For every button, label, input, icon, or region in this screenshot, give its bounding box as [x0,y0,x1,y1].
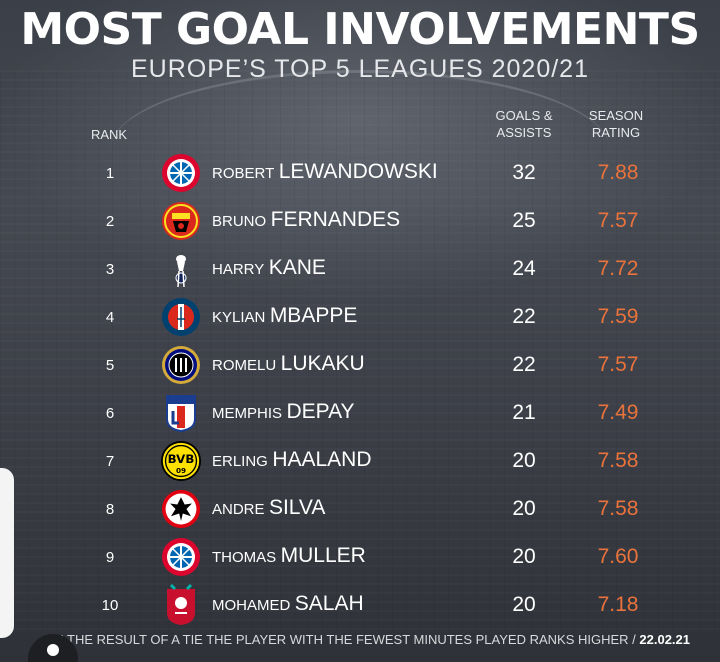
rank-number: 1 [105,165,115,182]
table-row: 6 MEMPHIS DEPAY 21 7.49 [0,390,720,438]
tottenham-crest-icon [161,249,201,289]
player-last-name: DEPAY [286,400,355,423]
season-rating-value: 7.60 [597,545,639,568]
player-last-name: LEWANDOWSKI [278,160,438,183]
season-rating-value: 7.58 [597,497,639,520]
player-first-name: ANDRE [212,501,265,518]
rank-number: 6 [105,405,115,422]
side-panel-tab[interactable] [0,468,14,638]
table-row: 10 MOHAMED SALAH 20 7.18 [0,582,720,630]
bayern-munich-crest-icon [161,537,201,577]
manchester-united-crest-icon [161,201,201,241]
goals-assists-value: 22 [512,305,536,328]
player-name: HARRY KANE [212,256,326,280]
lyon-crest-icon [161,393,201,433]
table-row: 2 BRUNO FERNANDES 25 7.57 [0,198,720,246]
player-last-name: FERNANDES [270,208,401,231]
season-rating-value: 7.88 [597,161,639,184]
page-subtitle: EUROPE’S TOP 5 LEAGUES 2020/21 [130,55,589,83]
season-rating-value: 7.18 [597,593,639,616]
player-first-name: ERLING [212,453,268,470]
season-rating-value: 7.58 [597,449,639,472]
rank-number: 7 [105,453,115,470]
footnote-date: 22.02.21 [639,632,690,647]
footnote-text: IN THE RESULT OF A TIE THE PLAYER WITH T… [50,632,640,647]
player-first-name: ROBERT [212,165,275,182]
player-name: ANDRE SILVA [212,496,325,520]
rank-number: 9 [105,549,115,566]
goals-assists-value: 24 [512,257,536,280]
player-name: MEMPHIS DEPAY [212,400,355,424]
table-row: 3 HARRY KANE 24 7.72 [0,246,720,294]
goals-assists-value: 32 [512,161,536,184]
rank-number: 2 [105,213,115,230]
player-first-name: THOMAS [212,549,277,566]
player-name: BRUNO FERNANDES [212,208,400,232]
stadium-roof-arc [110,70,610,230]
season-rating-value: 7.59 [597,305,639,328]
player-last-name: MULLER [280,544,366,567]
user-icon [47,644,59,656]
rank-number: 4 [105,309,115,326]
table-row: 5 ROMELU LUKAKU 22 7.57 [0,342,720,390]
page-title: MOST GOAL INVOLVEMENTS [20,4,700,55]
player-last-name: SALAH [294,592,364,615]
season-rating-value: 7.72 [597,257,639,280]
goals-assists-value: 21 [512,401,536,424]
goals-assists-value: 22 [512,353,536,376]
eintracht-frankfurt-crest-icon [161,489,201,529]
player-name: ROBERT LEWANDOWSKI [212,160,438,184]
player-last-name: HAALAND [272,448,372,471]
rank-column-header: RANK [90,127,128,142]
svg-text:09: 09 [176,466,186,475]
rank-number: 5 [105,357,115,374]
player-name: THOMAS MULLER [212,544,366,568]
player-name: KYLIAN MBAPPE [212,304,357,328]
season-rating-value: 7.57 [597,353,639,376]
player-name: MOHAMED SALAH [212,592,364,616]
table-row: 4 KYLIAN MBAPPE 22 7.59 [0,294,720,342]
player-last-name: LUKAKU [280,352,365,375]
inter-crest-icon [161,345,201,385]
footnote: IN THE RESULT OF A TIE THE PLAYER WITH T… [30,632,690,647]
player-last-name: MBAPPE [269,304,358,327]
player-first-name: ROMELU [212,357,277,374]
player-last-name: KANE [268,256,326,279]
rank-number: 8 [105,501,115,518]
player-first-name: BRUNO [212,213,267,230]
table-row: 8 ANDRE SILVA 20 7.58 [0,486,720,534]
psg-crest-icon [161,297,201,337]
table-row: 7 BVB 09 ERLING HAALAND 20 7.58 [0,438,720,486]
table-row: 9 THOMAS MULLER 20 7.60 [0,534,720,582]
svg-text:BVB: BVB [168,452,195,466]
player-first-name: HARRY [212,261,265,278]
goals-assists-column-header: GOALS & ASSISTS [495,108,553,140]
ranking-table: 1 ROBERT LEWANDOWSKI 32 7.88 2 BRUNO FER… [0,150,720,630]
player-name: ROMELU LUKAKU [212,352,365,376]
season-rating-value: 7.49 [597,401,639,424]
player-first-name: KYLIAN [212,309,266,326]
goals-assists-value: 20 [512,545,536,568]
bayern-munich-crest-icon [161,153,201,193]
liverpool-crest-icon [161,583,201,625]
goals-assists-value: 20 [512,497,536,520]
rank-number: 3 [105,261,115,278]
rank-number: 10 [101,597,119,614]
goals-assists-value: 25 [512,209,536,232]
player-first-name: MEMPHIS [212,405,283,422]
player-first-name: MOHAMED [212,597,291,614]
season-rating-column-header: SEASON RATING [588,108,644,140]
dortmund-crest-icon: BVB 09 [161,441,201,481]
goals-assists-value: 20 [512,449,536,472]
season-rating-value: 7.57 [597,209,639,232]
player-name: ERLING HAALAND [212,448,372,472]
player-last-name: SILVA [268,496,326,519]
goals-assists-value: 20 [512,593,536,616]
table-row: 1 ROBERT LEWANDOWSKI 32 7.88 [0,150,720,198]
